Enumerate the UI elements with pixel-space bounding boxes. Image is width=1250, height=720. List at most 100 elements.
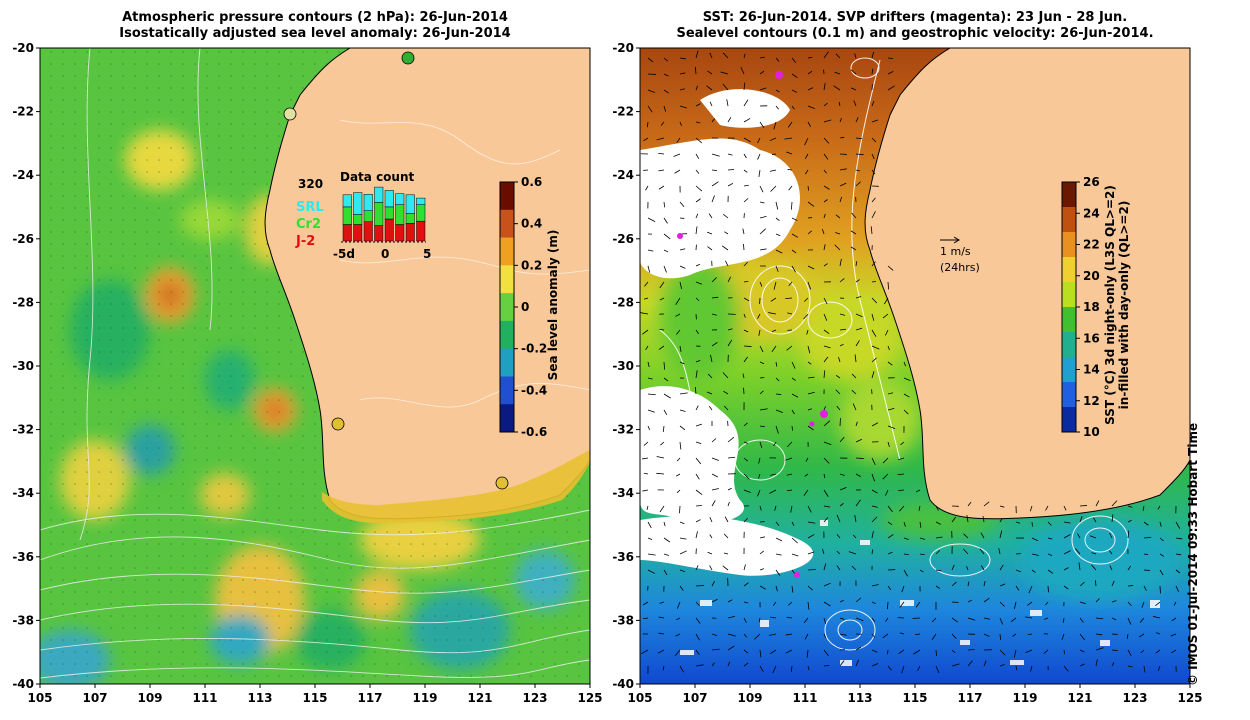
- velocity-arrow: [1029, 505, 1033, 512]
- velocity-arrow: [773, 441, 777, 447]
- velocity-scale-label: 1 m/s: [940, 245, 971, 258]
- velocity-arrow: [839, 117, 842, 123]
- right-title-line2: Sealevel contours (0.1 m) and geostrophi…: [676, 26, 1154, 41]
- velocity-arrow: [821, 228, 825, 235]
- velocity-arrow: [823, 329, 830, 335]
- velocity-arrow: [1030, 665, 1033, 672]
- velocity-arrow: [855, 261, 858, 267]
- velocity-arrow: [807, 265, 815, 270]
- velocity-arrow: [676, 601, 681, 609]
- y-tick-label: -22: [12, 105, 34, 119]
- velocity-arrow: [727, 645, 735, 651]
- velocity-arrow: [855, 181, 861, 187]
- velocity-arrow: [999, 649, 1006, 656]
- velocity-arrow: [807, 361, 812, 365]
- velocity-arrow: [838, 101, 841, 107]
- velocity-arrow: [645, 185, 649, 191]
- x-tick-label: 119: [412, 691, 437, 705]
- velocity-arrow: [898, 649, 905, 655]
- velocity-arrow: [823, 297, 828, 305]
- velocity-arrow: [695, 85, 699, 91]
- velocity-arrow: [887, 441, 890, 447]
- velocity-arrow: [727, 436, 735, 443]
- velocity-arrow: [1028, 585, 1033, 594]
- velocity-arrow: [727, 169, 735, 171]
- x-tick-label: 107: [682, 691, 707, 705]
- velocity-arrow: [805, 457, 809, 462]
- x-tick-label: 117: [357, 691, 382, 705]
- velocity-arrow: [807, 391, 815, 395]
- velocity-arrow: [663, 89, 670, 94]
- velocity-arrow: [769, 169, 777, 172]
- velocity-arrow: [871, 633, 876, 638]
- velocity-arrow: [706, 85, 713, 91]
- velocity-arrow: [1095, 598, 1100, 603]
- velocity-arrow: [694, 386, 697, 395]
- velocity-arrow: [759, 56, 765, 59]
- velocity-arrow: [1139, 617, 1145, 623]
- velocity-arrow: [839, 503, 844, 507]
- velocity-arrow: [1159, 537, 1164, 542]
- velocity-arrow: [807, 521, 816, 524]
- velocity-arrow: [675, 633, 681, 637]
- velocity-arrow: [642, 329, 649, 335]
- inset-x-label: 0: [381, 247, 389, 261]
- velocity-arrow: [775, 409, 783, 414]
- velocity-arrow: [836, 534, 841, 539]
- velocity-arrow: [855, 457, 864, 459]
- velocity-arrow: [851, 373, 857, 379]
- velocity-arrow: [775, 521, 780, 526]
- velocity-arrow: [836, 550, 841, 555]
- velocity-arrow: [851, 389, 857, 395]
- velocity-arrow: [786, 616, 793, 619]
- velocity-arrow: [803, 617, 809, 624]
- velocity-arrow: [743, 582, 749, 587]
- velocity-arrow: [711, 181, 719, 187]
- velocity-arrow: [743, 441, 748, 444]
- velocity-arrow: [787, 441, 793, 448]
- velocity-arrow: [786, 345, 793, 351]
- velocity-arrow: [807, 425, 814, 431]
- velocity-arrow: [770, 185, 777, 192]
- colorbar-segment: [500, 376, 514, 405]
- velocity-arrow: [786, 489, 793, 492]
- velocity-arrow: [1013, 649, 1017, 658]
- velocity-arrow: [1157, 665, 1161, 672]
- velocity-arrow: [711, 648, 720, 651]
- velocity-arrow: [644, 297, 649, 300]
- x-tick-label: 115: [902, 691, 927, 705]
- velocity-arrow: [1063, 534, 1071, 539]
- velocity-arrow: [711, 277, 717, 283]
- colorbar-segment: [1062, 357, 1076, 383]
- velocity-arrow: [1063, 567, 1069, 571]
- velocity-arrow: [807, 281, 812, 290]
- right-axes: 105 107 109 111 113 115 117 119 121 123 125 -20 -22 -…: [612, 41, 1202, 705]
- colorbar-tick-label: 26: [1083, 175, 1100, 189]
- velocity-arrow: [963, 533, 969, 539]
- velocity-arrow: [1047, 569, 1054, 574]
- velocity-arrow: [775, 553, 782, 556]
- velocity-arrow: [790, 665, 793, 672]
- velocity-arrow: [980, 565, 985, 571]
- velocity-arrow: [835, 374, 841, 379]
- colorbar-tick-label: 22: [1083, 238, 1100, 252]
- velocity-arrow: [899, 505, 905, 512]
- velocity-arrow: [951, 581, 957, 587]
- velocity-arrow: [758, 473, 761, 479]
- velocity-arrow: [773, 121, 777, 130]
- velocity-arrow: [999, 518, 1003, 523]
- velocity-arrow: [695, 457, 702, 465]
- velocity-arrow: [835, 389, 841, 395]
- velocity-arrow: [723, 552, 729, 555]
- colorbar-tick-label: 0: [521, 300, 529, 314]
- velocity-arrow: [658, 169, 665, 172]
- velocity-arrow: [659, 328, 665, 331]
- velocity-arrow: [643, 137, 649, 142]
- velocity-arrow: [915, 601, 921, 608]
- velocity-arrow: [887, 505, 893, 513]
- y-tick-label: -34: [612, 486, 634, 500]
- velocity-arrow: [647, 537, 653, 540]
- velocity-arrow: [839, 182, 847, 187]
- velocity-arrow: [663, 249, 669, 253]
- drifter-marker: [775, 71, 783, 79]
